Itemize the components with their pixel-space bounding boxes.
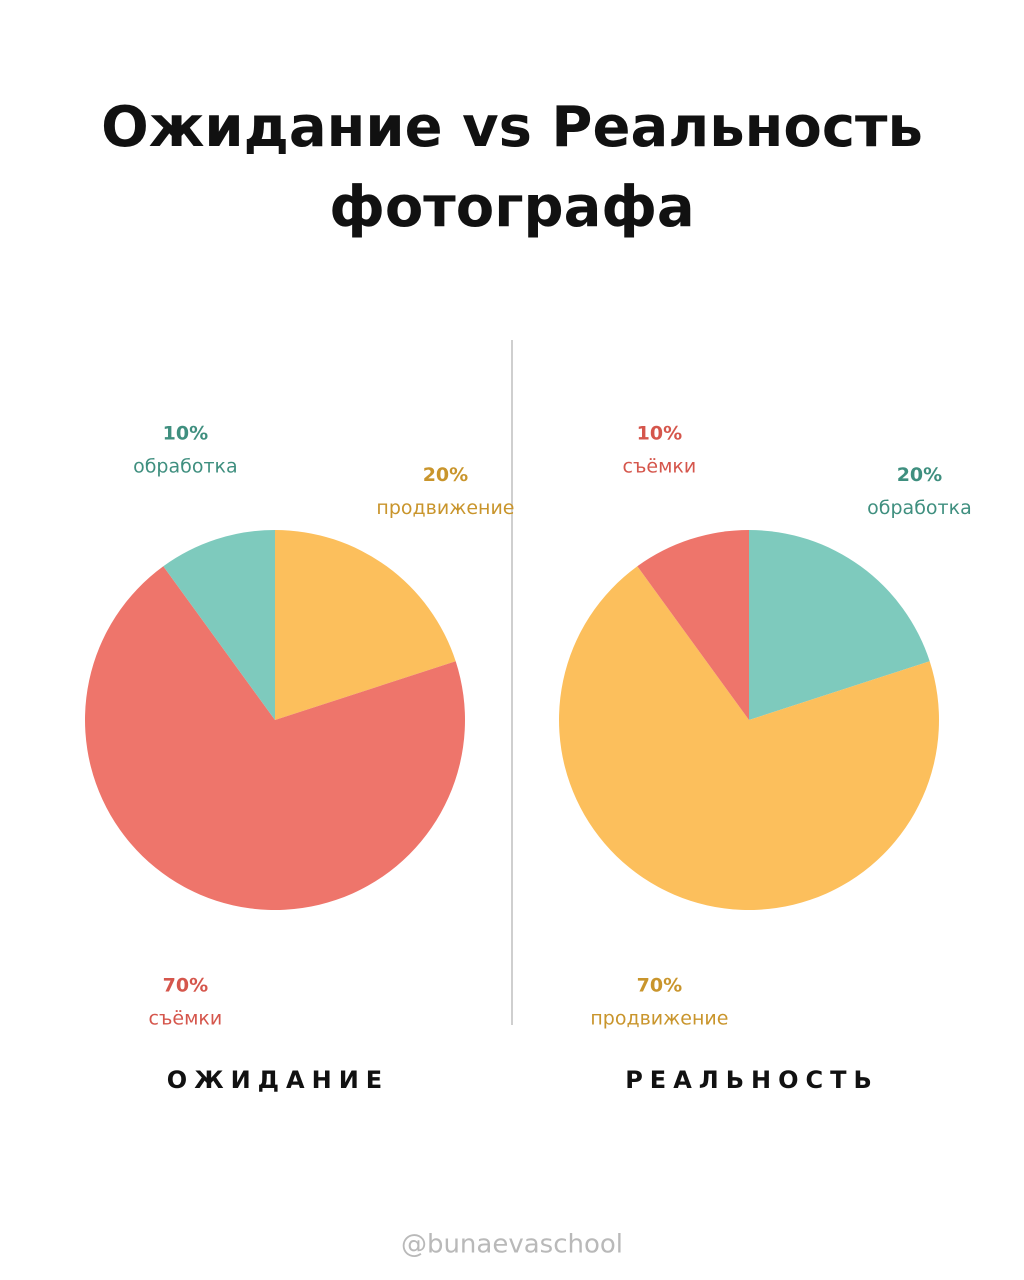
chart-caption: ОЖИДАНИЕ [167,1066,389,1094]
slice-label: продвижение [590,1007,728,1029]
pie-slice [85,566,466,910]
pie-slice [749,530,930,720]
slice-label: съёмки [623,456,697,478]
pie-slice [637,530,749,720]
slice-label: обработка [133,456,238,478]
chart-caption: РЕАЛЬНОСТЬ [625,1066,879,1094]
pie-slice [275,530,456,720]
slice-percent: 10% [163,423,208,445]
slice-label: обработка [867,497,972,519]
pie-slice [163,530,275,720]
slice-label: съёмки [149,1007,223,1029]
slice-percent: 20% [897,464,942,486]
slice-percent: 20% [423,464,468,486]
page-title: Ожидание vs Реальность фотографа [101,95,923,240]
slice-percent: 10% [637,423,682,445]
pie-slice [559,566,940,910]
slice-percent: 70% [637,974,682,996]
slice-label: продвижение [376,497,514,519]
handle: @bunaevaschool [401,1230,623,1260]
slice-percent: 70% [163,974,208,996]
